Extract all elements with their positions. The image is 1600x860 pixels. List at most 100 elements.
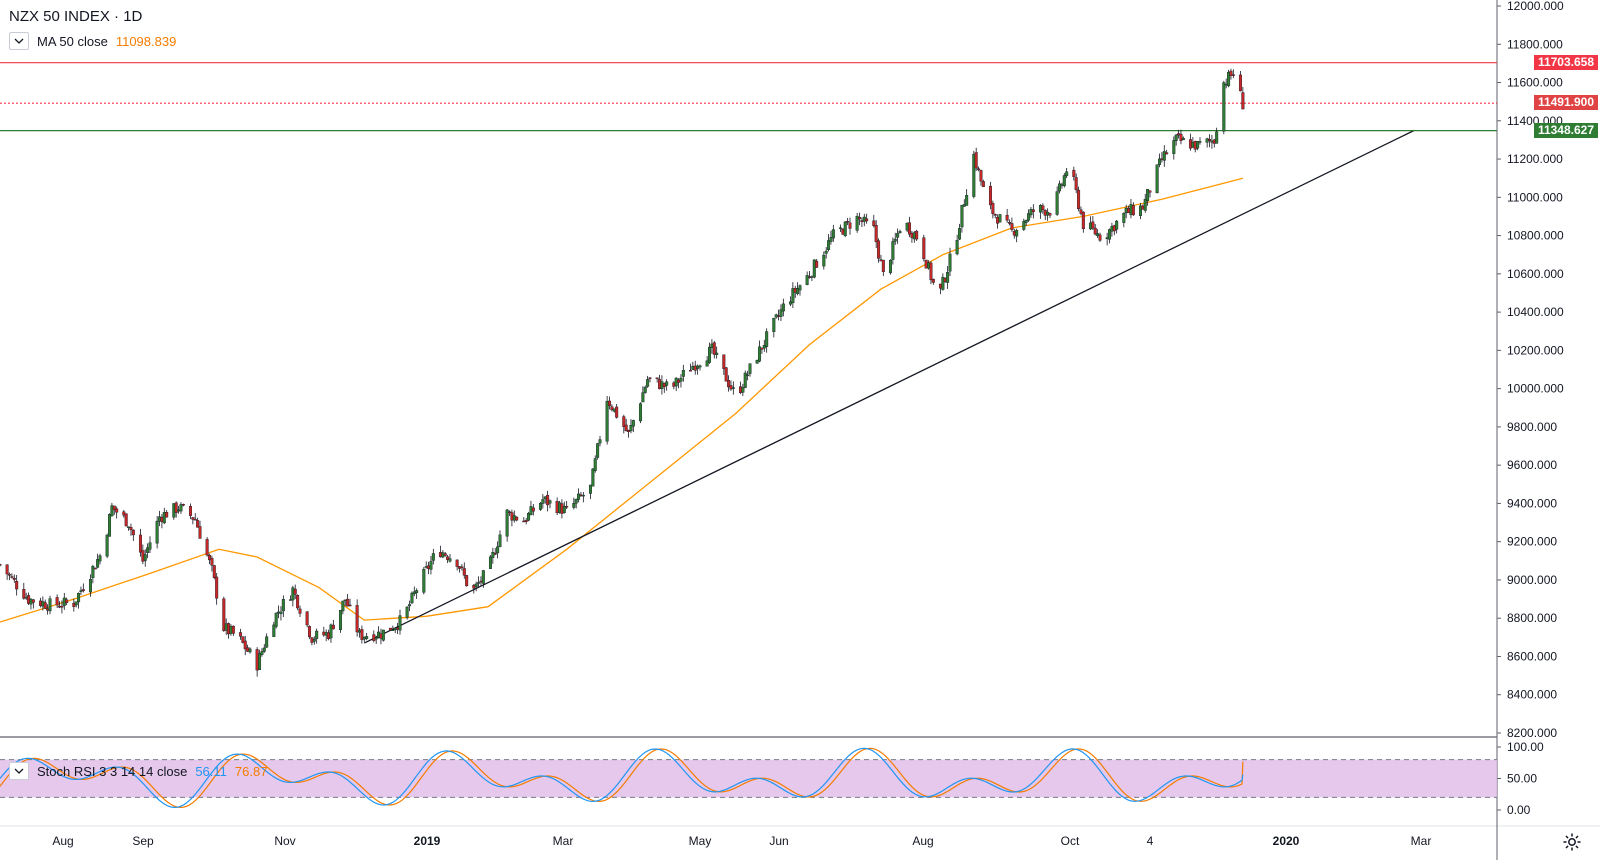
candle-body (272, 624, 276, 637)
candle-body (348, 604, 352, 607)
candle-body (565, 506, 569, 508)
candle-body (1072, 169, 1076, 177)
stoch-rsi-pane: 100.00 50.00 0.00 (0, 740, 1544, 817)
candle-body (1181, 138, 1185, 141)
candle-body (205, 539, 209, 556)
candle-body (812, 259, 816, 278)
candle-body (1065, 171, 1069, 177)
candle-body (1179, 133, 1183, 141)
candle-body (360, 629, 364, 640)
candle-body (527, 513, 531, 521)
time-axis: Aug Sep Nov 2019 Mar May Jun Aug Oct 4 2020 Mar (52, 834, 1431, 848)
candle-body (1146, 189, 1150, 202)
price-tick-label: 10200.000 (1507, 343, 1564, 357)
candle-body (243, 640, 247, 650)
candle-body (505, 509, 509, 537)
time-tick-label: Nov (274, 834, 295, 848)
candle-body (193, 518, 197, 521)
candle-body (191, 517, 195, 520)
candle-body (308, 626, 312, 638)
candle-body (572, 503, 576, 508)
candle-body (731, 387, 735, 389)
candle-body (972, 153, 976, 197)
candle-body (10, 576, 14, 578)
stoch-band (0, 759, 1497, 798)
trend-line (364, 129, 1415, 644)
candle-body (238, 632, 242, 637)
candle-body (888, 259, 892, 274)
candle-body (210, 557, 214, 566)
candle-body (5, 564, 9, 575)
candle-body (231, 625, 235, 634)
candle-body (448, 558, 452, 562)
ma-label: MA 50 close (37, 33, 108, 49)
candle-body (88, 578, 92, 593)
chevron-down-icon[interactable] (9, 762, 29, 780)
candle-body (410, 592, 414, 604)
candle-body (977, 168, 981, 170)
candle-body (1172, 140, 1176, 154)
candle-body (546, 494, 550, 506)
candle-body (760, 347, 764, 350)
candle-body (1093, 227, 1097, 235)
candle-body (260, 651, 264, 655)
candle-body (355, 605, 359, 633)
candle-body (593, 458, 597, 471)
chart-legend: NZX 50 INDEX · 1D (9, 8, 142, 25)
price-tick-label: 11000.000 (1507, 190, 1563, 204)
candle-body (1062, 175, 1066, 187)
candle-body (422, 568, 426, 593)
stoch-label: Stoch RSI 3 3 14 14 close (37, 763, 188, 779)
time-tick-label: Jun (769, 834, 788, 848)
candle-body (915, 230, 919, 240)
stoch-legend-row: Stoch RSI 3 3 14 14 close 56.11 76.87 (9, 762, 267, 780)
candle-body (488, 556, 492, 569)
candle-body (491, 552, 495, 558)
candle-body (381, 629, 385, 641)
time-tick-label: 2019 (414, 834, 441, 848)
price-tick-label: 8400.000 (1507, 688, 1557, 702)
candle-body (1122, 213, 1126, 223)
candle-body (55, 597, 59, 606)
gear-icon[interactable] (1562, 832, 1582, 852)
candle-body (365, 636, 369, 639)
candle-body (1148, 190, 1152, 193)
candle-body (648, 377, 652, 379)
time-tick-label: May (689, 834, 712, 848)
candle-body (681, 370, 685, 377)
candle-body (741, 387, 745, 393)
candle-body (908, 222, 912, 235)
price-tick-label: 9200.000 (1507, 535, 1557, 549)
last-price-tag: 11491.900 (1533, 95, 1598, 111)
candle-body (598, 439, 602, 444)
candle-body (748, 363, 752, 374)
candle-body (946, 272, 950, 283)
candle-body (1227, 71, 1231, 87)
candle-body (265, 636, 269, 648)
candle-body (858, 217, 862, 220)
candle-body (872, 220, 876, 227)
candle-body (212, 565, 216, 579)
candle-body (574, 498, 578, 504)
candle-body (1091, 221, 1095, 229)
candle-body (493, 553, 497, 555)
candle-body (624, 424, 628, 432)
candle-body (443, 553, 447, 556)
candle-body (388, 627, 392, 631)
candle-body (15, 581, 19, 590)
candle-body (993, 214, 997, 216)
candle-body (1196, 141, 1200, 149)
candle-body (1215, 131, 1219, 144)
candle-body (474, 583, 478, 588)
candle-body (772, 317, 776, 332)
candle-body (638, 403, 642, 422)
candle-body (1096, 233, 1100, 236)
candle-body (991, 202, 995, 214)
chevron-down-icon[interactable] (9, 32, 29, 50)
ma-legend-row: MA 50 close 11098.839 (9, 32, 176, 50)
candle-body (415, 590, 419, 593)
stoch-k-value: 56.11 (195, 763, 227, 779)
candle-body (1238, 74, 1242, 92)
candle-body (815, 260, 819, 268)
